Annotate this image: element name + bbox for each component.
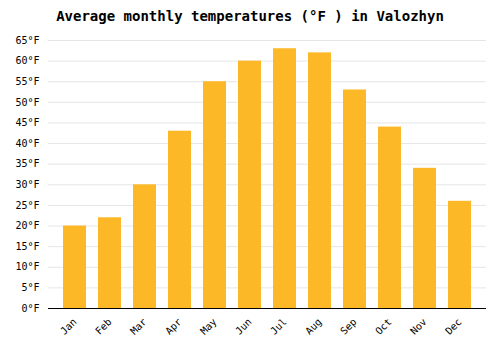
svg-text:Jun: Jun (233, 316, 254, 337)
svg-text:Aug: Aug (303, 316, 324, 337)
svg-text:65°F: 65°F (15, 35, 39, 46)
svg-text:Feb: Feb (93, 316, 114, 337)
svg-text:30°F: 30°F (15, 179, 39, 190)
svg-text:Jul: Jul (268, 316, 289, 337)
svg-text:Dec: Dec (443, 316, 464, 337)
svg-text:60°F: 60°F (15, 55, 39, 66)
svg-text:15°F: 15°F (15, 241, 39, 252)
svg-text:20°F: 20°F (15, 220, 39, 231)
svg-text:Mar: Mar (128, 316, 149, 337)
svg-text:Apr: Apr (163, 316, 184, 337)
svg-text:35°F: 35°F (15, 158, 39, 169)
svg-text:45°F: 45°F (15, 117, 39, 128)
html-text:Average monthly temperatures (: Average monthly temperatures (°F ) in Va… (56, 8, 444, 24)
svg-text:Oct: Oct (373, 316, 394, 337)
svg-text:50°F: 50°F (15, 97, 39, 108)
svg-text:10°F: 10°F (15, 261, 39, 272)
svg-text:25°F: 25°F (15, 200, 39, 211)
svg-text:Nov: Nov (408, 316, 429, 337)
svg-text:0°F: 0°F (21, 303, 39, 314)
svg-text:Jan: Jan (58, 316, 79, 337)
svg-text:5°F: 5°F (21, 282, 39, 293)
svg-text:May: May (198, 316, 219, 337)
svg-text:55°F: 55°F (15, 76, 39, 87)
svg-text:Sep: Sep (338, 316, 359, 337)
svg-text:40°F: 40°F (15, 138, 39, 149)
